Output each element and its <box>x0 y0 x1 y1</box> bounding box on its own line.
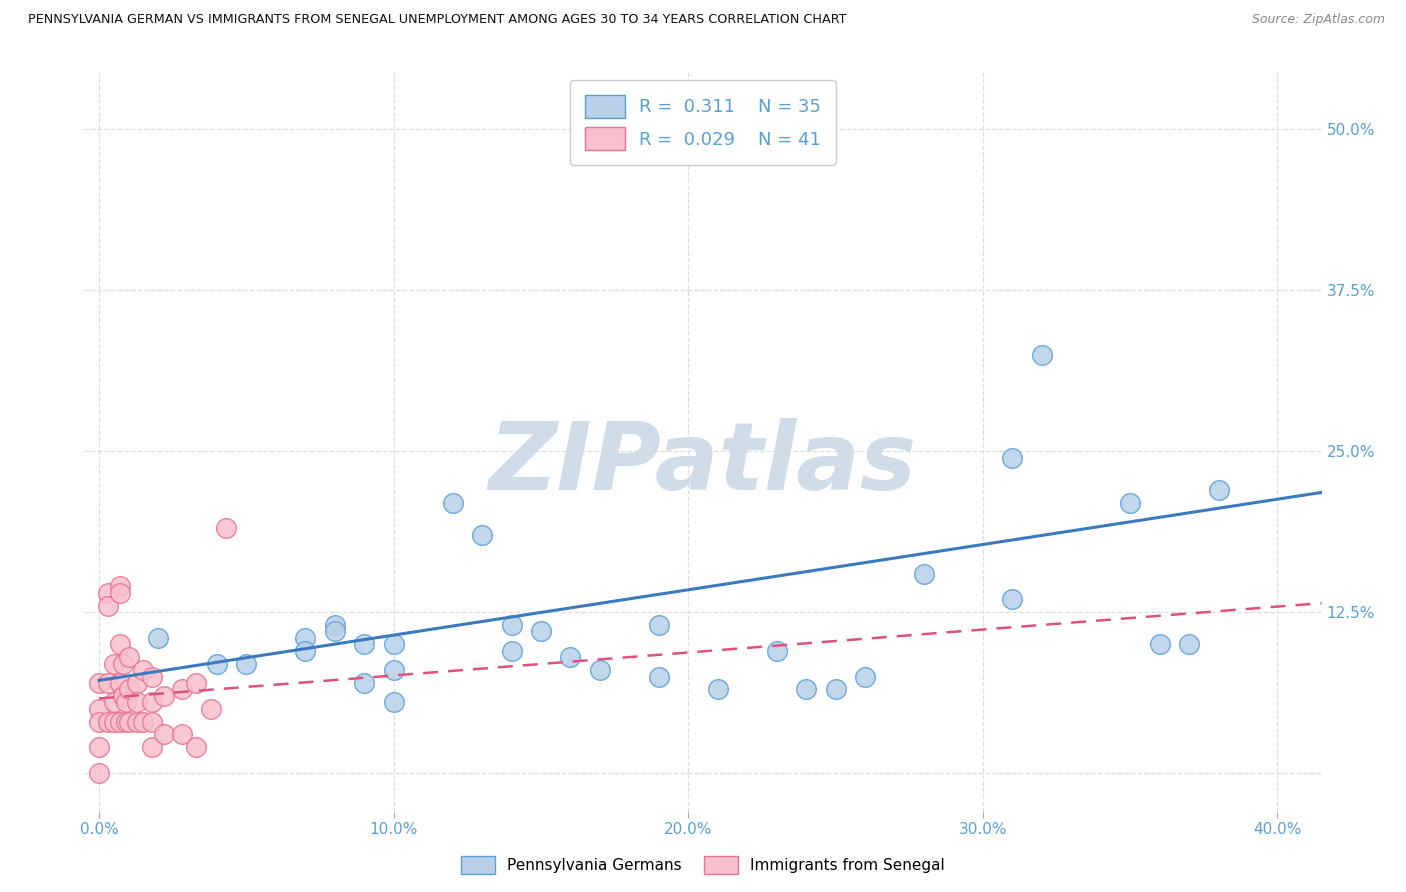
Point <box>127 714 149 729</box>
Point <box>765 644 787 658</box>
Point <box>382 663 405 677</box>
Point <box>114 714 136 729</box>
Point <box>1001 592 1024 607</box>
Point <box>114 695 136 709</box>
Point <box>353 676 375 690</box>
Point <box>117 682 139 697</box>
Point <box>87 702 110 716</box>
Point <box>794 682 817 697</box>
Point <box>648 669 671 683</box>
Point <box>824 682 846 697</box>
Point <box>141 714 163 729</box>
Point <box>1001 450 1024 465</box>
Point <box>108 676 131 690</box>
Point <box>97 586 120 600</box>
Point <box>117 714 139 729</box>
Text: Source: ZipAtlas.com: Source: ZipAtlas.com <box>1251 13 1385 27</box>
Point <box>323 624 346 639</box>
Point <box>141 695 163 709</box>
Point <box>127 695 149 709</box>
Point <box>153 689 176 703</box>
Point <box>853 669 876 683</box>
Point <box>108 637 131 651</box>
Point <box>108 714 131 729</box>
Point <box>765 122 787 136</box>
Point <box>215 521 238 535</box>
Point <box>1178 637 1201 651</box>
Legend: Pennsylvania Germans, Immigrants from Senegal: Pennsylvania Germans, Immigrants from Se… <box>456 850 950 880</box>
Point <box>200 702 222 716</box>
Point <box>294 644 316 658</box>
Point <box>235 657 257 671</box>
Point <box>111 657 134 671</box>
Point <box>1119 496 1142 510</box>
Point <box>648 618 671 632</box>
Point <box>1149 637 1171 651</box>
Point <box>205 657 228 671</box>
Point <box>146 631 169 645</box>
Point <box>1208 483 1230 497</box>
Legend: R =  0.311    N = 35, R =  0.029    N = 41: R = 0.311 N = 35, R = 0.029 N = 41 <box>571 80 835 165</box>
Point <box>103 657 125 671</box>
Point <box>97 599 120 613</box>
Text: ZIPatlas: ZIPatlas <box>489 417 917 509</box>
Point <box>186 740 208 755</box>
Point <box>153 727 176 741</box>
Point <box>103 714 125 729</box>
Point <box>382 695 405 709</box>
Point <box>108 579 131 593</box>
Point <box>170 727 193 741</box>
Point <box>87 766 110 780</box>
Point <box>1031 348 1053 362</box>
Point <box>103 695 125 709</box>
Point <box>170 682 193 697</box>
Point <box>294 631 316 645</box>
Point <box>97 676 120 690</box>
Point <box>97 714 120 729</box>
Point <box>382 637 405 651</box>
Point <box>87 676 110 690</box>
Point <box>132 714 155 729</box>
Point <box>706 682 728 697</box>
Point <box>141 740 163 755</box>
Point <box>132 663 155 677</box>
Point <box>141 669 163 683</box>
Point <box>501 644 523 658</box>
Point <box>108 586 131 600</box>
Point <box>127 676 149 690</box>
Point <box>87 714 110 729</box>
Point <box>323 618 346 632</box>
Text: PENNSYLVANIA GERMAN VS IMMIGRANTS FROM SENEGAL UNEMPLOYMENT AMONG AGES 30 TO 34 : PENNSYLVANIA GERMAN VS IMMIGRANTS FROM S… <box>28 13 846 27</box>
Point <box>441 496 464 510</box>
Point <box>353 637 375 651</box>
Point <box>111 689 134 703</box>
Point <box>501 618 523 632</box>
Point <box>471 528 494 542</box>
Point <box>912 566 935 581</box>
Point <box>117 650 139 665</box>
Point <box>589 663 612 677</box>
Point <box>186 676 208 690</box>
Point <box>530 624 553 639</box>
Point <box>560 650 582 665</box>
Point <box>87 740 110 755</box>
